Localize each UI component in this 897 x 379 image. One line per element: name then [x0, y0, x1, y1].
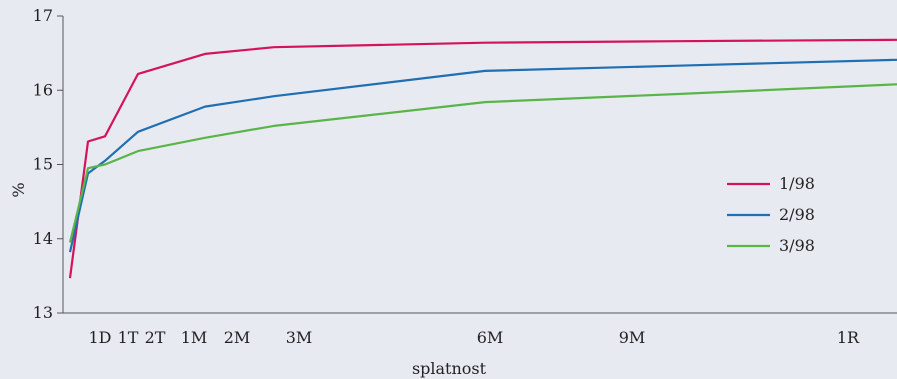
y-tick-label: 13	[33, 303, 53, 322]
series-line	[68, 38, 897, 279]
legend-label: 2/98	[779, 205, 815, 224]
x-tick-label: 1T	[118, 328, 139, 347]
x-tick-label: 3M	[286, 328, 313, 347]
x-tick-label: 1M	[181, 328, 208, 347]
x-axis-title: splatnost	[412, 359, 487, 378]
x-tick-label: 6M	[477, 328, 504, 347]
chart-axes	[62, 16, 897, 314]
x-tick-label: 9M	[619, 328, 646, 347]
series-lines	[68, 38, 897, 279]
x-tick-label: 1R	[837, 328, 860, 347]
legend-label: 1/98	[779, 174, 815, 193]
y-tick-label: 15	[33, 155, 53, 174]
series-line	[68, 58, 897, 253]
y-axis-title: %	[9, 182, 28, 197]
x-tick-label: 2T	[145, 328, 166, 347]
y-tick-label: 16	[33, 80, 53, 99]
x-tick-label: 1D	[88, 328, 111, 347]
x-ticks: 1D 1T 2T 1M 2M 3M 6M 9M 1R	[88, 328, 860, 347]
y-tick-label: 14	[33, 229, 53, 248]
legend: 1/98 2/98 3/98	[727, 174, 815, 255]
series-line	[68, 83, 897, 243]
x-tick-label: 2M	[224, 328, 251, 347]
y-tick-label: 17	[33, 6, 53, 25]
y-ticks: 13 14 15 16 17	[33, 6, 63, 322]
legend-label: 3/98	[779, 236, 815, 255]
